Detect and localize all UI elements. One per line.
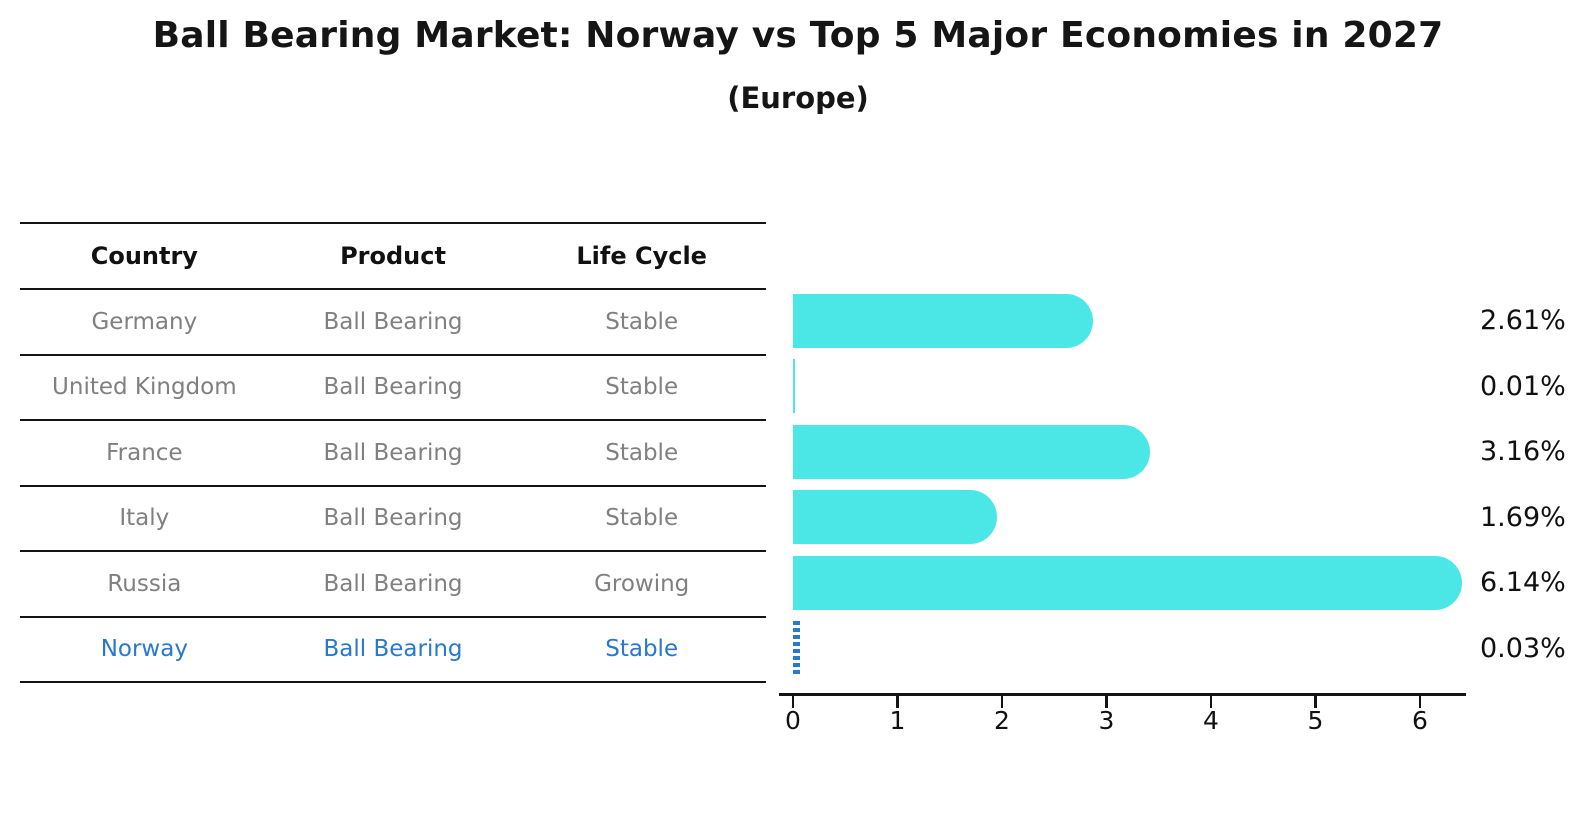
product-cell: Ball Bearing	[323, 505, 463, 532]
country-cell: Norway	[100, 636, 188, 663]
bar-italy	[793, 490, 997, 544]
bar-united-kingdom	[793, 359, 795, 413]
x-axis-tick-label: 3	[1098, 706, 1115, 735]
summary-table: Country Product Life Cycle Germany Ball B…	[20, 222, 766, 683]
x-axis-tick-label: 5	[1307, 706, 1324, 735]
bar-norway	[793, 621, 800, 675]
bar-value-label: 3.16%	[1480, 436, 1566, 467]
lifecycle-cell: Growing	[594, 570, 690, 597]
column-header-product: Product	[340, 242, 446, 270]
x-axis-tick	[1418, 696, 1422, 708]
table-row: Russia Ball Bearing Growing	[20, 552, 766, 618]
x-axis-tick-label: 0	[785, 706, 801, 735]
x-axis-tick	[1209, 696, 1213, 708]
lifecycle-cell: Stable	[605, 439, 679, 466]
table-row: Italy Ball Bearing Stable	[20, 487, 766, 552]
lifecycle-cell: Stable	[605, 308, 679, 335]
product-cell: Ball Bearing	[323, 636, 463, 663]
x-axis-tick	[1314, 696, 1317, 708]
product-cell: Ball Bearing	[323, 308, 463, 335]
x-axis-tick	[1000, 696, 1004, 708]
bar-value-label: 6.14%	[1480, 567, 1566, 598]
chart-subtitle: (Europe)	[727, 81, 869, 115]
product-cell: Ball Bearing	[323, 570, 463, 597]
x-axis-tick	[896, 696, 899, 708]
x-axis-tick	[791, 696, 795, 708]
column-header-country: Country	[90, 242, 198, 270]
x-axis-tick-label: 1	[889, 706, 906, 735]
table-row: Germany Ball Bearing Stable	[20, 290, 766, 356]
table-row: Norway Ball Bearing Stable	[20, 618, 766, 683]
country-cell: Germany	[91, 308, 198, 335]
lifecycle-cell: Stable	[605, 505, 679, 532]
product-cell: Ball Bearing	[323, 374, 463, 401]
lifecycle-cell: Stable	[605, 636, 679, 663]
bar-france	[793, 424, 1150, 479]
bar-value-label: 0.03%	[1480, 632, 1566, 664]
country-cell: Italy	[119, 505, 170, 532]
column-header-lifecycle: Life Cycle	[576, 242, 707, 270]
x-axis-tick	[1105, 696, 1108, 708]
x-axis-tick-label: 2	[994, 706, 1010, 735]
x-axis-line	[779, 693, 1466, 696]
lifecycle-cell: Stable	[605, 374, 679, 401]
x-axis-tick-label: 4	[1203, 706, 1219, 735]
table-row: France Ball Bearing Stable	[20, 421, 766, 487]
country-cell: United Kingdom	[52, 374, 237, 401]
chart-title: Ball Bearing Market: Norway vs Top 5 Maj…	[152, 15, 1444, 56]
bar-value-label: 0.01%	[1480, 370, 1566, 402]
product-cell: Ball Bearing	[323, 439, 463, 466]
table-header-row: Country Product Life Cycle	[20, 224, 766, 290]
bar-value-label: 1.69%	[1480, 501, 1566, 533]
bar-value-label: 2.61%	[1480, 305, 1566, 336]
table-row: United Kingdom Ball Bearing Stable	[20, 356, 766, 421]
country-cell: France	[106, 439, 183, 466]
bar-russia	[793, 555, 1462, 610]
country-cell: Russia	[107, 570, 182, 597]
bar-germany	[793, 293, 1093, 348]
x-axis-tick-label: 6	[1412, 706, 1428, 735]
